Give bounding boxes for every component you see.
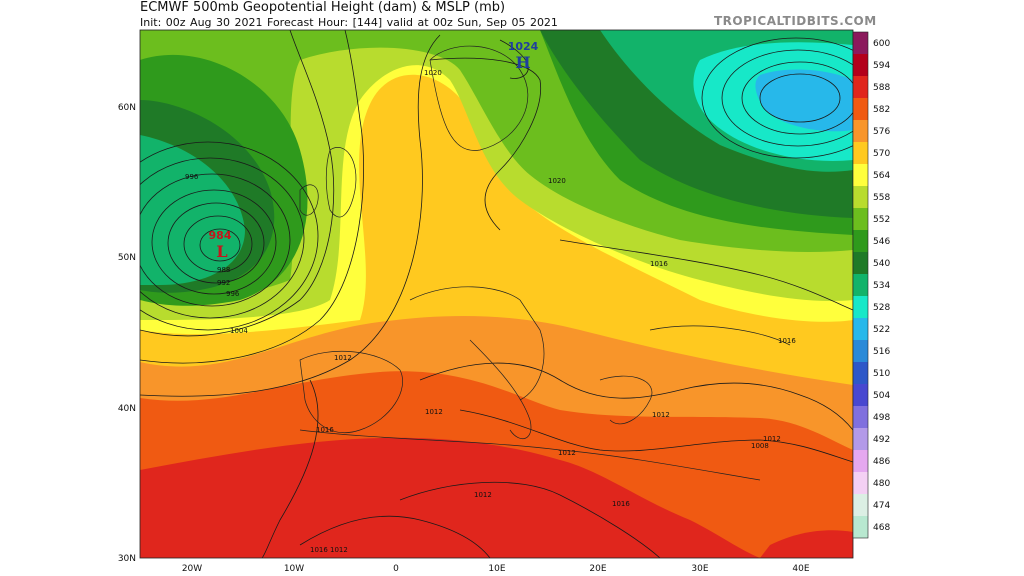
colorbar-swatch bbox=[853, 186, 868, 208]
colorbar-swatch bbox=[853, 428, 868, 450]
colorbar-label: 522 bbox=[873, 325, 890, 335]
isobar-label: 1020 bbox=[548, 177, 566, 185]
lon-label: 10E bbox=[488, 564, 505, 574]
height-band-594 bbox=[140, 437, 760, 558]
colorbar-swatch bbox=[853, 406, 868, 428]
colorbar-label: 576 bbox=[873, 127, 890, 137]
colorbar-label: 486 bbox=[873, 457, 890, 467]
colorbar-label: 492 bbox=[873, 435, 890, 445]
colorbar-swatch bbox=[853, 208, 868, 230]
lon-label: 0 bbox=[393, 564, 399, 574]
height-band-540 bbox=[140, 30, 853, 285]
isobar-label: 1016 bbox=[316, 426, 334, 434]
colorbar-label: 534 bbox=[873, 281, 890, 291]
colorbar-label: 594 bbox=[873, 61, 890, 71]
colorbar-label: 498 bbox=[873, 413, 890, 423]
isobar-label: 1004 bbox=[230, 327, 248, 335]
colorbar-swatch bbox=[853, 142, 868, 164]
colorbar-swatch bbox=[853, 296, 868, 318]
isobar-label: 1012 bbox=[474, 491, 492, 499]
isobar-label: 996 bbox=[185, 173, 199, 181]
colorbar-label: 600 bbox=[873, 39, 890, 49]
map-title: ECMWF 500mb Geopotential Height (dam) & … bbox=[140, 0, 506, 15]
colorbar-swatch bbox=[853, 54, 868, 76]
lat-label: 30N bbox=[118, 554, 136, 564]
lon-label: 10W bbox=[284, 564, 304, 574]
colorbar-label: 582 bbox=[873, 105, 890, 115]
lon-label: 30E bbox=[691, 564, 708, 574]
low-pressure-value: 984 bbox=[209, 229, 232, 242]
colorbar-label: 564 bbox=[873, 171, 890, 181]
lon-label: 20E bbox=[589, 564, 606, 574]
lat-label: 40N bbox=[118, 404, 136, 414]
map-panel: 984 L 1024 H 996 988 992 996 1004 1020 1… bbox=[140, 30, 853, 558]
lon-label: 20W bbox=[182, 564, 202, 574]
isobar-label: 1012 bbox=[763, 435, 781, 443]
isobar-label: 1012 bbox=[425, 408, 443, 416]
colorbar-swatch bbox=[853, 274, 868, 296]
colorbar-label: 468 bbox=[873, 523, 890, 533]
colorbar-label: 504 bbox=[873, 391, 890, 401]
isobar-label: 988 bbox=[217, 266, 230, 274]
colorbar-label: 570 bbox=[873, 149, 890, 159]
colorbar-swatch bbox=[853, 76, 868, 98]
colorbar-swatch bbox=[853, 472, 868, 494]
colorbar-label: 552 bbox=[873, 215, 890, 225]
latitude-labels: 60N 50N 40N 30N bbox=[118, 103, 136, 564]
colorbar-label: 480 bbox=[873, 479, 890, 489]
high-pressure-value: 1024 bbox=[508, 40, 539, 53]
isobar-label: 996 bbox=[226, 290, 240, 298]
colorbar-frame bbox=[852, 31, 869, 539]
longitude-labels: 20W 10W 0 10E 20E 30E 40E bbox=[182, 564, 810, 574]
isobar-label: 1016 bbox=[612, 500, 630, 508]
colorbar-label: 558 bbox=[873, 193, 890, 203]
colorbar-swatch bbox=[853, 252, 868, 274]
colorbar-label: 510 bbox=[873, 369, 890, 379]
colorbar-swatch bbox=[853, 318, 868, 340]
colorbar-swatch bbox=[853, 450, 868, 472]
colorbar-label: 528 bbox=[873, 303, 890, 313]
colorbar-label: 540 bbox=[873, 259, 890, 269]
isobar-label: 1012 bbox=[330, 546, 348, 554]
isobar-label: 1016 bbox=[778, 337, 796, 345]
colorbar-swatch bbox=[853, 230, 868, 252]
colorbar-label: 516 bbox=[873, 347, 890, 357]
low-pressure-symbol: L bbox=[216, 242, 227, 261]
lat-label: 60N bbox=[118, 103, 136, 113]
isobar-label: 992 bbox=[217, 279, 230, 287]
colorbar-label: 588 bbox=[873, 83, 890, 93]
isobar-label: 1020 bbox=[424, 69, 442, 77]
colorbar-swatch bbox=[853, 120, 868, 142]
colorbar-swatch bbox=[853, 340, 868, 362]
isobar-label-group: 996 988 992 996 1004 1020 1020 1016 1012… bbox=[185, 69, 796, 554]
lat-label: 50N bbox=[118, 253, 136, 263]
isobar-lines bbox=[140, 30, 853, 558]
colorbar-swatch bbox=[853, 362, 868, 384]
colorbar-label: 474 bbox=[873, 501, 890, 511]
isobar-label: 1012 bbox=[558, 449, 576, 457]
map-subtitle: Init: 00z Aug 30 2021 Forecast Hour: [14… bbox=[140, 16, 558, 29]
high-pressure-symbol: H bbox=[515, 53, 530, 72]
colorbar-swatch bbox=[853, 516, 868, 538]
colorbar-swatch bbox=[853, 98, 868, 120]
isobar-label: 1008 bbox=[751, 442, 769, 450]
isobar-label: 1012 bbox=[652, 411, 670, 419]
lon-label: 40E bbox=[792, 564, 809, 574]
colorbar-swatch bbox=[853, 32, 868, 54]
height-band-594-east bbox=[760, 530, 853, 558]
isobar-label: 1012 bbox=[334, 354, 352, 362]
brand-watermark: TROPICALTIDBITS.COM bbox=[714, 14, 877, 28]
colorbar-label: 546 bbox=[873, 237, 890, 247]
colorbar-swatch bbox=[853, 494, 868, 516]
colorbar: 600 594 588 582 576 570 564 558 552 546 540 534 528 5… bbox=[852, 31, 890, 539]
colorbar-swatch bbox=[853, 384, 868, 406]
coastlines bbox=[299, 45, 791, 481]
isobar-label: 1016 bbox=[310, 546, 328, 554]
height-band-528 bbox=[755, 69, 853, 132]
colorbar-swatch bbox=[853, 164, 868, 186]
isobar-label: 1016 bbox=[650, 260, 668, 268]
